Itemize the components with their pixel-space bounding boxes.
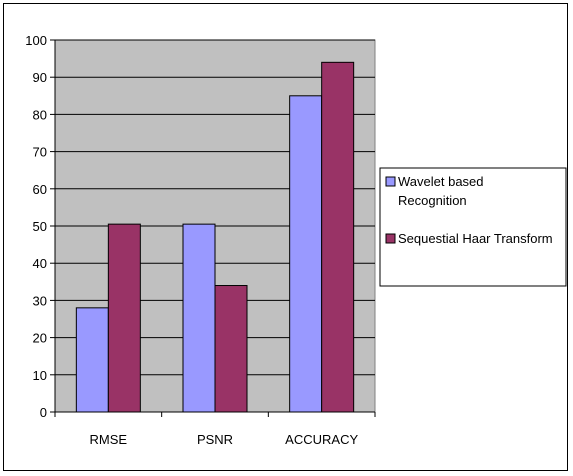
y-tick-label: 80 <box>33 107 47 122</box>
legend-label-series-1: Wavelet based <box>398 174 484 189</box>
bar-accuracy-series-2 <box>321 61 355 413</box>
tick-labels: 0 10 20 30 40 50 60 70 80 90 100 RMSE PSNR ACCURACY <box>25 33 358 447</box>
y-tick-label: 90 <box>33 70 47 85</box>
y-tick-label: 20 <box>33 331 47 346</box>
bar-psnr-series-1 <box>182 223 216 413</box>
legend-box <box>379 167 567 287</box>
x-tick-label: PSNR <box>197 432 233 447</box>
bar-accuracy-series-1 <box>289 95 323 413</box>
legend-label-series-2: Sequestial Haar Transform <box>398 231 553 246</box>
y-tick-label: 70 <box>33 145 47 160</box>
y-tick-label: 30 <box>33 293 47 308</box>
legend-swatch-series-2 <box>385 233 396 244</box>
y-tick-label: 0 <box>40 405 47 420</box>
bars <box>75 61 355 413</box>
y-tick-label: 50 <box>33 219 47 234</box>
x-tick-label: RMSE <box>90 432 128 447</box>
bar-rmse-series-1 <box>75 307 109 413</box>
legend-swatch-series-1 <box>385 176 396 187</box>
bar-rmse-series-2 <box>107 223 141 413</box>
legend: Wavelet based Recognition Sequestial Haar … <box>379 167 567 287</box>
y-tick-label: 60 <box>33 182 47 197</box>
y-tick-label: 40 <box>33 256 47 271</box>
y-tick-label: 100 <box>25 33 47 48</box>
y-tick-label: 10 <box>33 368 47 383</box>
x-tick-label: ACCURACY <box>285 432 358 447</box>
bar-psnr-series-2 <box>214 285 248 413</box>
legend-label-series-1: Recognition <box>398 193 467 208</box>
